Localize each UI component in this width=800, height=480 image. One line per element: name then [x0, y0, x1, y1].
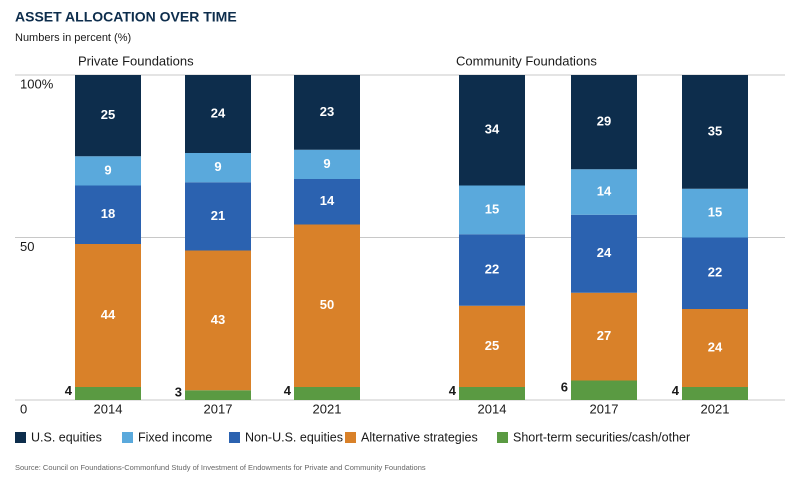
data-label: 4: [65, 383, 73, 398]
data-label: 15: [485, 201, 499, 216]
legend-label: Non-U.S. equities: [245, 430, 343, 444]
legend-swatch: [497, 432, 508, 443]
legend-swatch: [122, 432, 133, 443]
data-label: 3: [175, 385, 182, 400]
bar-segment: [185, 250, 251, 391]
bar-segment: [571, 214, 637, 293]
data-label: 25: [101, 107, 115, 122]
data-label: 4: [449, 383, 457, 398]
legend-swatch: [345, 432, 356, 443]
data-label: 24: [211, 105, 226, 120]
data-label: 18: [101, 206, 115, 221]
data-label: 9: [214, 159, 221, 174]
data-label: 34: [485, 122, 500, 137]
data-label: 22: [485, 261, 499, 276]
data-label: 9: [104, 162, 111, 177]
bar-segment: [459, 185, 525, 235]
bar-segment: [75, 185, 141, 244]
bar-segment: [571, 380, 637, 400]
bar-segment: [185, 182, 251, 251]
data-label: 24: [708, 339, 723, 354]
bar-segment: [185, 75, 251, 153]
data-label: 25: [485, 338, 499, 353]
legend-label: U.S. equities: [31, 430, 102, 444]
y-tick-label: 50: [20, 239, 34, 254]
bar-segment: [682, 188, 748, 238]
x-tick-label: 2014: [478, 401, 507, 416]
bar-segment: [75, 244, 141, 387]
bar-segment: [75, 156, 141, 186]
bar-segment: [294, 75, 360, 150]
bar-segment: [75, 387, 141, 400]
data-label: 4: [672, 383, 680, 398]
data-label: 14: [320, 193, 335, 208]
x-tick-label: 2014: [94, 401, 123, 416]
chart-title: ASSET ALLOCATION OVER TIME: [15, 9, 237, 25]
bar-segment: [459, 234, 525, 306]
data-label: 35: [708, 123, 722, 138]
bar-segment: [294, 149, 360, 179]
bar-segment: [682, 309, 748, 387]
bar-segment: [571, 169, 637, 215]
bar-segment: [571, 75, 637, 170]
bar-segment: [682, 75, 748, 189]
data-label: 4: [284, 383, 292, 398]
data-label: 27: [597, 328, 611, 343]
data-label: 29: [597, 114, 611, 129]
bar-segment: [459, 305, 525, 387]
data-label: 23: [320, 104, 334, 119]
y-tick-label: 0: [20, 401, 27, 416]
data-label: 43: [211, 312, 225, 327]
x-tick-label: 2021: [701, 401, 730, 416]
data-label: 14: [597, 183, 612, 198]
legend-label: Fixed income: [138, 430, 212, 444]
data-label: 44: [101, 307, 116, 322]
x-tick-label: 2017: [204, 401, 233, 416]
bar-segment: [571, 292, 637, 381]
bar-segment: [294, 387, 360, 400]
panel-title: Community Foundations: [456, 53, 597, 68]
x-tick-label: 2017: [590, 401, 619, 416]
chart-subtitle: Numbers in percent (%): [15, 32, 131, 44]
bar-segment: [294, 179, 360, 225]
bar-segment: [459, 75, 525, 186]
bar-segment: [185, 153, 251, 183]
legend-label: Alternative strategies: [361, 430, 478, 444]
data-label: 24: [597, 245, 612, 260]
y-tick-label: 100%: [20, 76, 54, 91]
source-note: Source: Council on Foundations-Commonfun…: [15, 463, 426, 472]
bar-segment: [75, 75, 141, 157]
bar-segment: [682, 237, 748, 309]
bar-segment: [459, 387, 525, 400]
x-tick-label: 2021: [313, 401, 342, 416]
data-label: 6: [561, 380, 568, 395]
bar-segment: [682, 387, 748, 400]
data-label: 22: [708, 265, 722, 280]
bar-segment: [294, 224, 360, 387]
data-label: 50: [320, 297, 334, 312]
data-label: 15: [708, 205, 722, 220]
legend-swatch: [15, 432, 26, 443]
data-label: 9: [323, 156, 330, 171]
data-label: 21: [211, 208, 225, 223]
bar-segment: [185, 390, 251, 400]
panel-title: Private Foundations: [78, 53, 194, 68]
legend-swatch: [229, 432, 240, 443]
legend-label: Short-term securities/cash/other: [513, 430, 690, 444]
